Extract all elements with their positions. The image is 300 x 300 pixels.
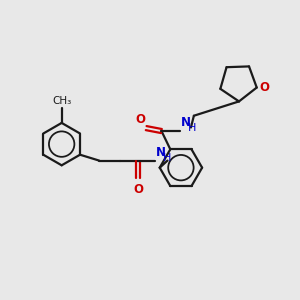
Text: O: O bbox=[136, 113, 146, 126]
Text: N: N bbox=[181, 116, 191, 129]
Text: H: H bbox=[163, 153, 171, 163]
Text: CH₃: CH₃ bbox=[52, 96, 71, 106]
Text: O: O bbox=[260, 81, 270, 94]
Text: O: O bbox=[133, 183, 143, 196]
Text: H: H bbox=[188, 123, 196, 134]
Text: N: N bbox=[156, 146, 166, 159]
